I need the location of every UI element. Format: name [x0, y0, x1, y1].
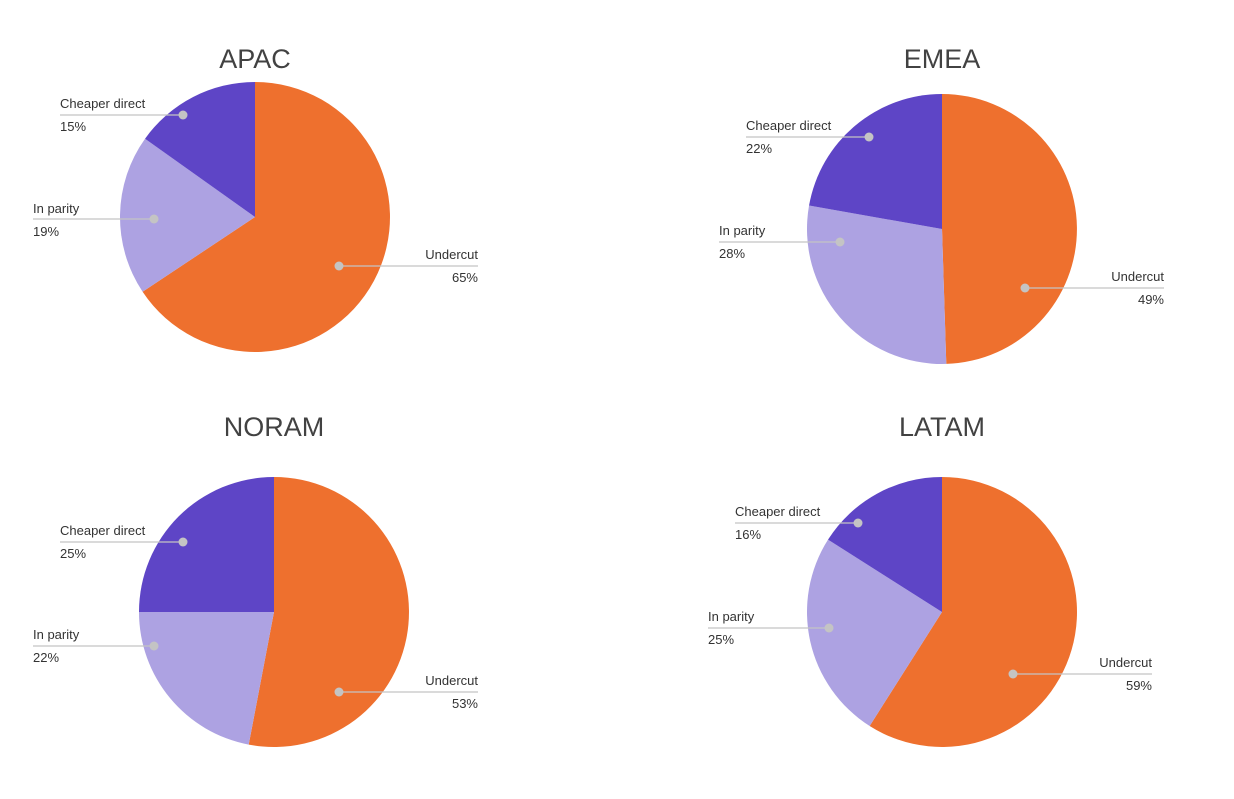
apac-undercut-label: Undercut	[425, 247, 478, 262]
latam-slice-cheaper-direct	[828, 477, 942, 612]
apac-in-parity-percent: 19%	[33, 224, 59, 239]
emea-slice-cheaper-direct	[809, 94, 942, 229]
latam-in-parity-leader-dot	[824, 623, 834, 633]
emea-slice-in-parity	[806, 205, 947, 364]
noram-in-parity-percent: 22%	[33, 650, 59, 665]
apac-undercut-leader-dot	[334, 261, 344, 271]
apac-chart-title: APAC	[219, 44, 291, 74]
apac-cheaper-direct-label: Cheaper direct	[60, 96, 146, 111]
emea-undercut-label: Undercut	[1111, 269, 1164, 284]
emea-pie-panel: EMEA Undercut 49% In parity 28% Cheaper direc…	[719, 44, 1164, 364]
noram-in-parity-label: In parity	[33, 627, 80, 642]
emea-in-parity-leader-dot	[835, 237, 845, 247]
emea-in-parity-label: In parity	[719, 223, 766, 238]
noram-undercut-percent: 53%	[452, 696, 478, 711]
noram-slice-undercut	[248, 477, 409, 747]
noram-slice-in-parity	[139, 612, 274, 745]
latam-undercut-label: Undercut	[1099, 655, 1152, 670]
emea-slice-undercut	[942, 94, 1077, 364]
noram-undercut-leader-dot	[334, 687, 344, 697]
noram-in-parity-leader-dot	[149, 641, 159, 651]
apac-undercut-percent: 65%	[452, 270, 478, 285]
apac-in-parity-label: In parity	[33, 201, 80, 216]
emea-cheaper-direct-leader-dot	[864, 132, 874, 142]
emea-cheaper-direct-percent: 22%	[746, 141, 772, 156]
noram-undercut-label: Undercut	[425, 673, 478, 688]
emea-chart-title: EMEA	[904, 44, 981, 74]
apac-cheaper-direct-percent: 15%	[60, 119, 86, 134]
apac-cheaper-direct-leader-dot	[178, 110, 188, 120]
latam-undercut-leader-dot	[1008, 669, 1018, 679]
noram-pie-panel: NORAM Undercut 53% In parity 22% Cheaper dire…	[33, 412, 478, 747]
apac-slice-in-parity	[119, 138, 255, 292]
latam-cheaper-direct-percent: 16%	[735, 527, 761, 542]
latam-pie-panel: LATAM Undercut 59% In parity 25% Cheaper dire…	[708, 412, 1152, 747]
noram-chart-title: NORAM	[224, 412, 325, 442]
latam-cheaper-direct-label: Cheaper direct	[735, 504, 821, 519]
emea-in-parity-percent: 28%	[719, 246, 745, 261]
emea-undercut-leader-dot	[1020, 283, 1030, 293]
latam-slice-undercut	[869, 477, 1078, 747]
noram-cheaper-direct-leader-dot	[178, 537, 188, 547]
noram-cheaper-direct-label: Cheaper direct	[60, 523, 146, 538]
noram-slice-cheaper-direct	[139, 477, 274, 612]
latam-chart-title: LATAM	[899, 412, 985, 442]
emea-undercut-percent: 49%	[1138, 292, 1164, 307]
latam-in-parity-label: In parity	[708, 609, 755, 624]
latam-slice-in-parity	[807, 539, 942, 726]
latam-undercut-percent: 59%	[1126, 678, 1152, 693]
apac-pie-panel: APAC Undercut 65% In parity 19% Cheaper direc…	[33, 44, 478, 352]
latam-cheaper-direct-leader-dot	[853, 518, 863, 528]
apac-slice-cheaper-direct	[145, 82, 255, 217]
noram-cheaper-direct-percent: 25%	[60, 546, 86, 561]
apac-slice-undercut	[142, 82, 390, 352]
apac-in-parity-leader-dot	[149, 214, 159, 224]
emea-cheaper-direct-label: Cheaper direct	[746, 118, 832, 133]
latam-in-parity-percent: 25%	[708, 632, 734, 647]
